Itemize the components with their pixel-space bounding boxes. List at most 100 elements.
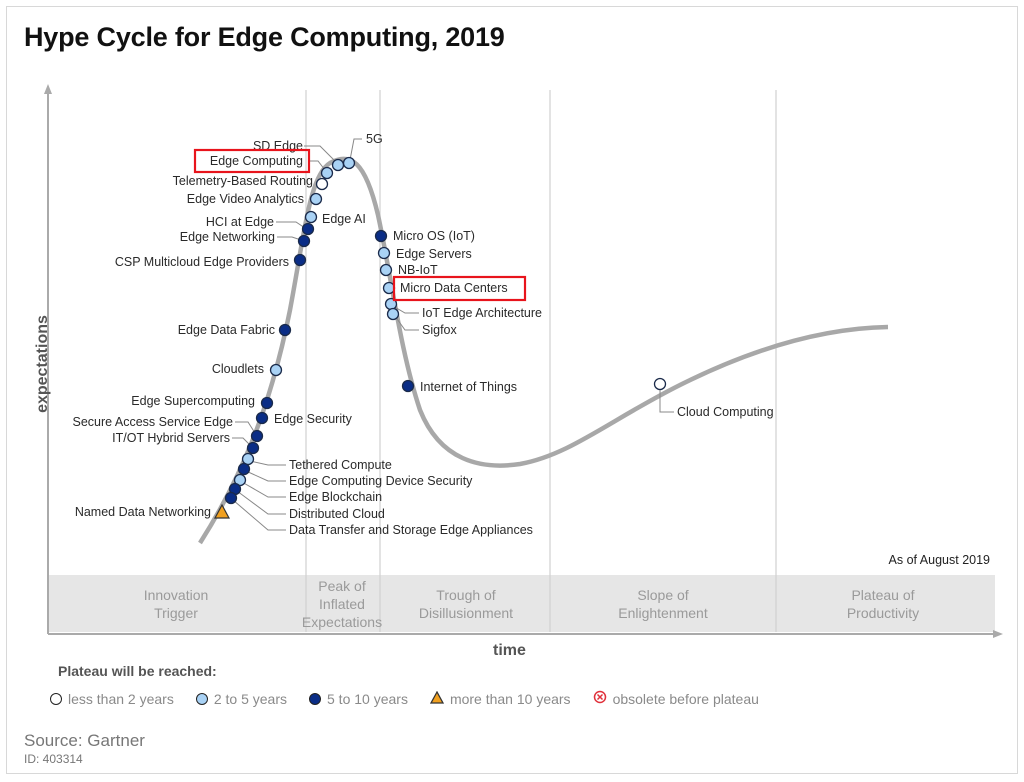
marker-edge-video-analytics [309, 192, 323, 206]
marker-edge-computing [320, 166, 334, 180]
leader-line-edge-computing [310, 160, 326, 171]
phase-label-plateau-of-productivity: Plateau of Productivity [847, 587, 919, 621]
marker-edge-security [255, 411, 269, 425]
label-edge-computing-device-security: Edge Computing Device Security [289, 474, 473, 488]
marker-nb-iot [379, 263, 393, 277]
marker-csp-multicloud-edge-providers [293, 253, 307, 267]
circle-icon [50, 692, 62, 705]
leader-line-it-ot-hybrid-servers [232, 437, 252, 447]
label-data-transfer-and-storage-edge-appliances: Data Transfer and Storage Edge Appliance… [289, 523, 533, 537]
legend-label: less than 2 years [68, 690, 174, 707]
leader-line-cloud-computing [659, 389, 674, 413]
legend-item-5-to-10-years: 5 to 10 years [309, 691, 408, 707]
marker-edge-computing-device-security [237, 462, 251, 476]
circle-icon [309, 692, 321, 705]
label-edge-data-fabric: Edge Data Fabric [178, 323, 275, 337]
label-edge-video-analytics: Edge Video Analytics [187, 192, 304, 206]
label-csp-multicloud-edge-providers: CSP Multicloud Edge Providers [115, 255, 289, 269]
marker-data-transfer-and-storage-edge-appliances [224, 491, 238, 505]
legend-title: Plateau will be reached: [58, 663, 217, 679]
leader-line-hci-at-edge [276, 221, 306, 229]
marker-micro-os-iot [374, 229, 388, 243]
label-edge-networking: Edge Networking [180, 230, 275, 244]
label-edge-servers: Edge Servers [396, 247, 472, 261]
marker-sigfox [386, 307, 400, 321]
circle-icon [195, 692, 208, 705]
marker-cloud-computing [653, 377, 667, 391]
as-of-date: As of August 2019 [888, 553, 990, 567]
leader-line-data-transfer-and-storage-edge-appliances [232, 499, 286, 531]
x-axis-label: time [493, 642, 526, 659]
label-sigfox: Sigfox [422, 323, 457, 337]
marker-hci-at-edge [301, 222, 315, 236]
leader-line-edge-networking [277, 236, 302, 241]
label-tethered-compute: Tethered Compute [289, 458, 392, 472]
marker-micro-data-centers [382, 281, 396, 295]
label-cloud-computing: Cloud Computing [677, 405, 774, 419]
label-telemetry-based-routing: Telemetry-Based Routing [173, 174, 313, 188]
hype-curve [198, 156, 889, 545]
leader-line-tethered-compute [249, 460, 286, 466]
label-it-ot-hybrid-servers: IT/OT Hybrid Servers [112, 431, 230, 445]
marker-edge-supercomputing [260, 396, 274, 410]
x-axis-arrow [993, 630, 1003, 638]
marker-cloudlets [269, 363, 283, 377]
legend-item-more-than-10-years: more than 10 years [429, 690, 571, 707]
legend-label: 5 to 10 years [327, 690, 408, 707]
legend-label: obsolete before plateau [612, 690, 759, 707]
leader-line-secure-access-service-edge [235, 421, 256, 434]
legend-item-2-to-5-years: 2 to 5 years [195, 690, 287, 707]
legend-label: more than 10 years [449, 690, 571, 707]
chart-title: Hype Cycle for Edge Computing, 2019 [24, 22, 505, 52]
leader-line-sd-edge [304, 145, 337, 163]
phase-label-peak-of-inflated-expectations: Peak of Inflated Expectations [302, 578, 382, 630]
label-edge-computing: Edge Computing [210, 154, 303, 168]
phase-band-bg [49, 575, 995, 632]
label-edge-supercomputing: Edge Supercomputing [131, 394, 255, 408]
triangle-icon [429, 690, 445, 707]
label-iot-edge-architecture: IoT Edge Architecture [422, 306, 542, 320]
marker-telemetry-based-routing [315, 177, 329, 191]
leader-line-iot-edge-architecture [392, 305, 419, 314]
legend-item-less-than-2-years: less than 2 years [50, 691, 174, 707]
phase-label-trough-of-disillusionment: Trough of Disillusionment [419, 587, 513, 621]
phase-dividers [305, 90, 777, 632]
leader-line-sigfox [394, 315, 419, 331]
legend-label: 2 to 5 years [213, 690, 287, 707]
leader-line-5g [349, 138, 362, 161]
y-axis-arrow [44, 84, 52, 94]
leader-line-edge-blockchain [241, 481, 286, 498]
marker-named-data-networking-triangle-icon [213, 503, 231, 519]
marker-secure-access-service-edge [250, 429, 264, 443]
label-edge-ai: Edge AI [322, 212, 366, 226]
marker-edge-networking [297, 234, 311, 248]
marker-sd-edge [331, 158, 345, 172]
marker-tethered-compute [241, 452, 255, 466]
legend: less than 2 years 2 to 5 years 5 to 10 yea… [50, 690, 759, 707]
label-edge-security: Edge Security [274, 412, 353, 426]
label-nb-iot: NB-IoT [398, 263, 438, 277]
marker-edge-ai [304, 210, 318, 224]
phase-label-innovation-trigger: Innovation Trigger [144, 587, 209, 621]
label-internet-of-things: Internet of Things [420, 380, 517, 394]
marker-it-ot-hybrid-servers [246, 441, 260, 455]
chart-frame [6, 6, 1018, 774]
highlight-box-micro-data-centers [392, 275, 527, 302]
legend-item-obsolete-before-plateau: obsolete before plateau [593, 690, 759, 707]
phase-label-slope-of-enlightenment: Slope of Enlightenment [618, 587, 708, 621]
label-cloudlets: Cloudlets [212, 362, 264, 376]
marker-edge-data-fabric [278, 323, 292, 337]
source-text: Source: Gartner [24, 731, 145, 750]
highlight-box-edge-computing [193, 148, 311, 174]
label-micro-os-iot: Micro OS (IoT) [393, 229, 475, 243]
obsolete-x-circle-icon [593, 690, 607, 707]
label-named-data-networking: Named Data Networking [75, 505, 211, 519]
marker-5g [342, 156, 356, 170]
y-axis-label: expectations [33, 315, 51, 413]
phase-band [49, 575, 995, 632]
label-5g: 5G [366, 132, 383, 146]
label-edge-blockchain: Edge Blockchain [289, 490, 382, 504]
leader-line-distributed-cloud [236, 490, 286, 515]
label-secure-access-service-edge: Secure Access Service Edge [73, 415, 234, 429]
